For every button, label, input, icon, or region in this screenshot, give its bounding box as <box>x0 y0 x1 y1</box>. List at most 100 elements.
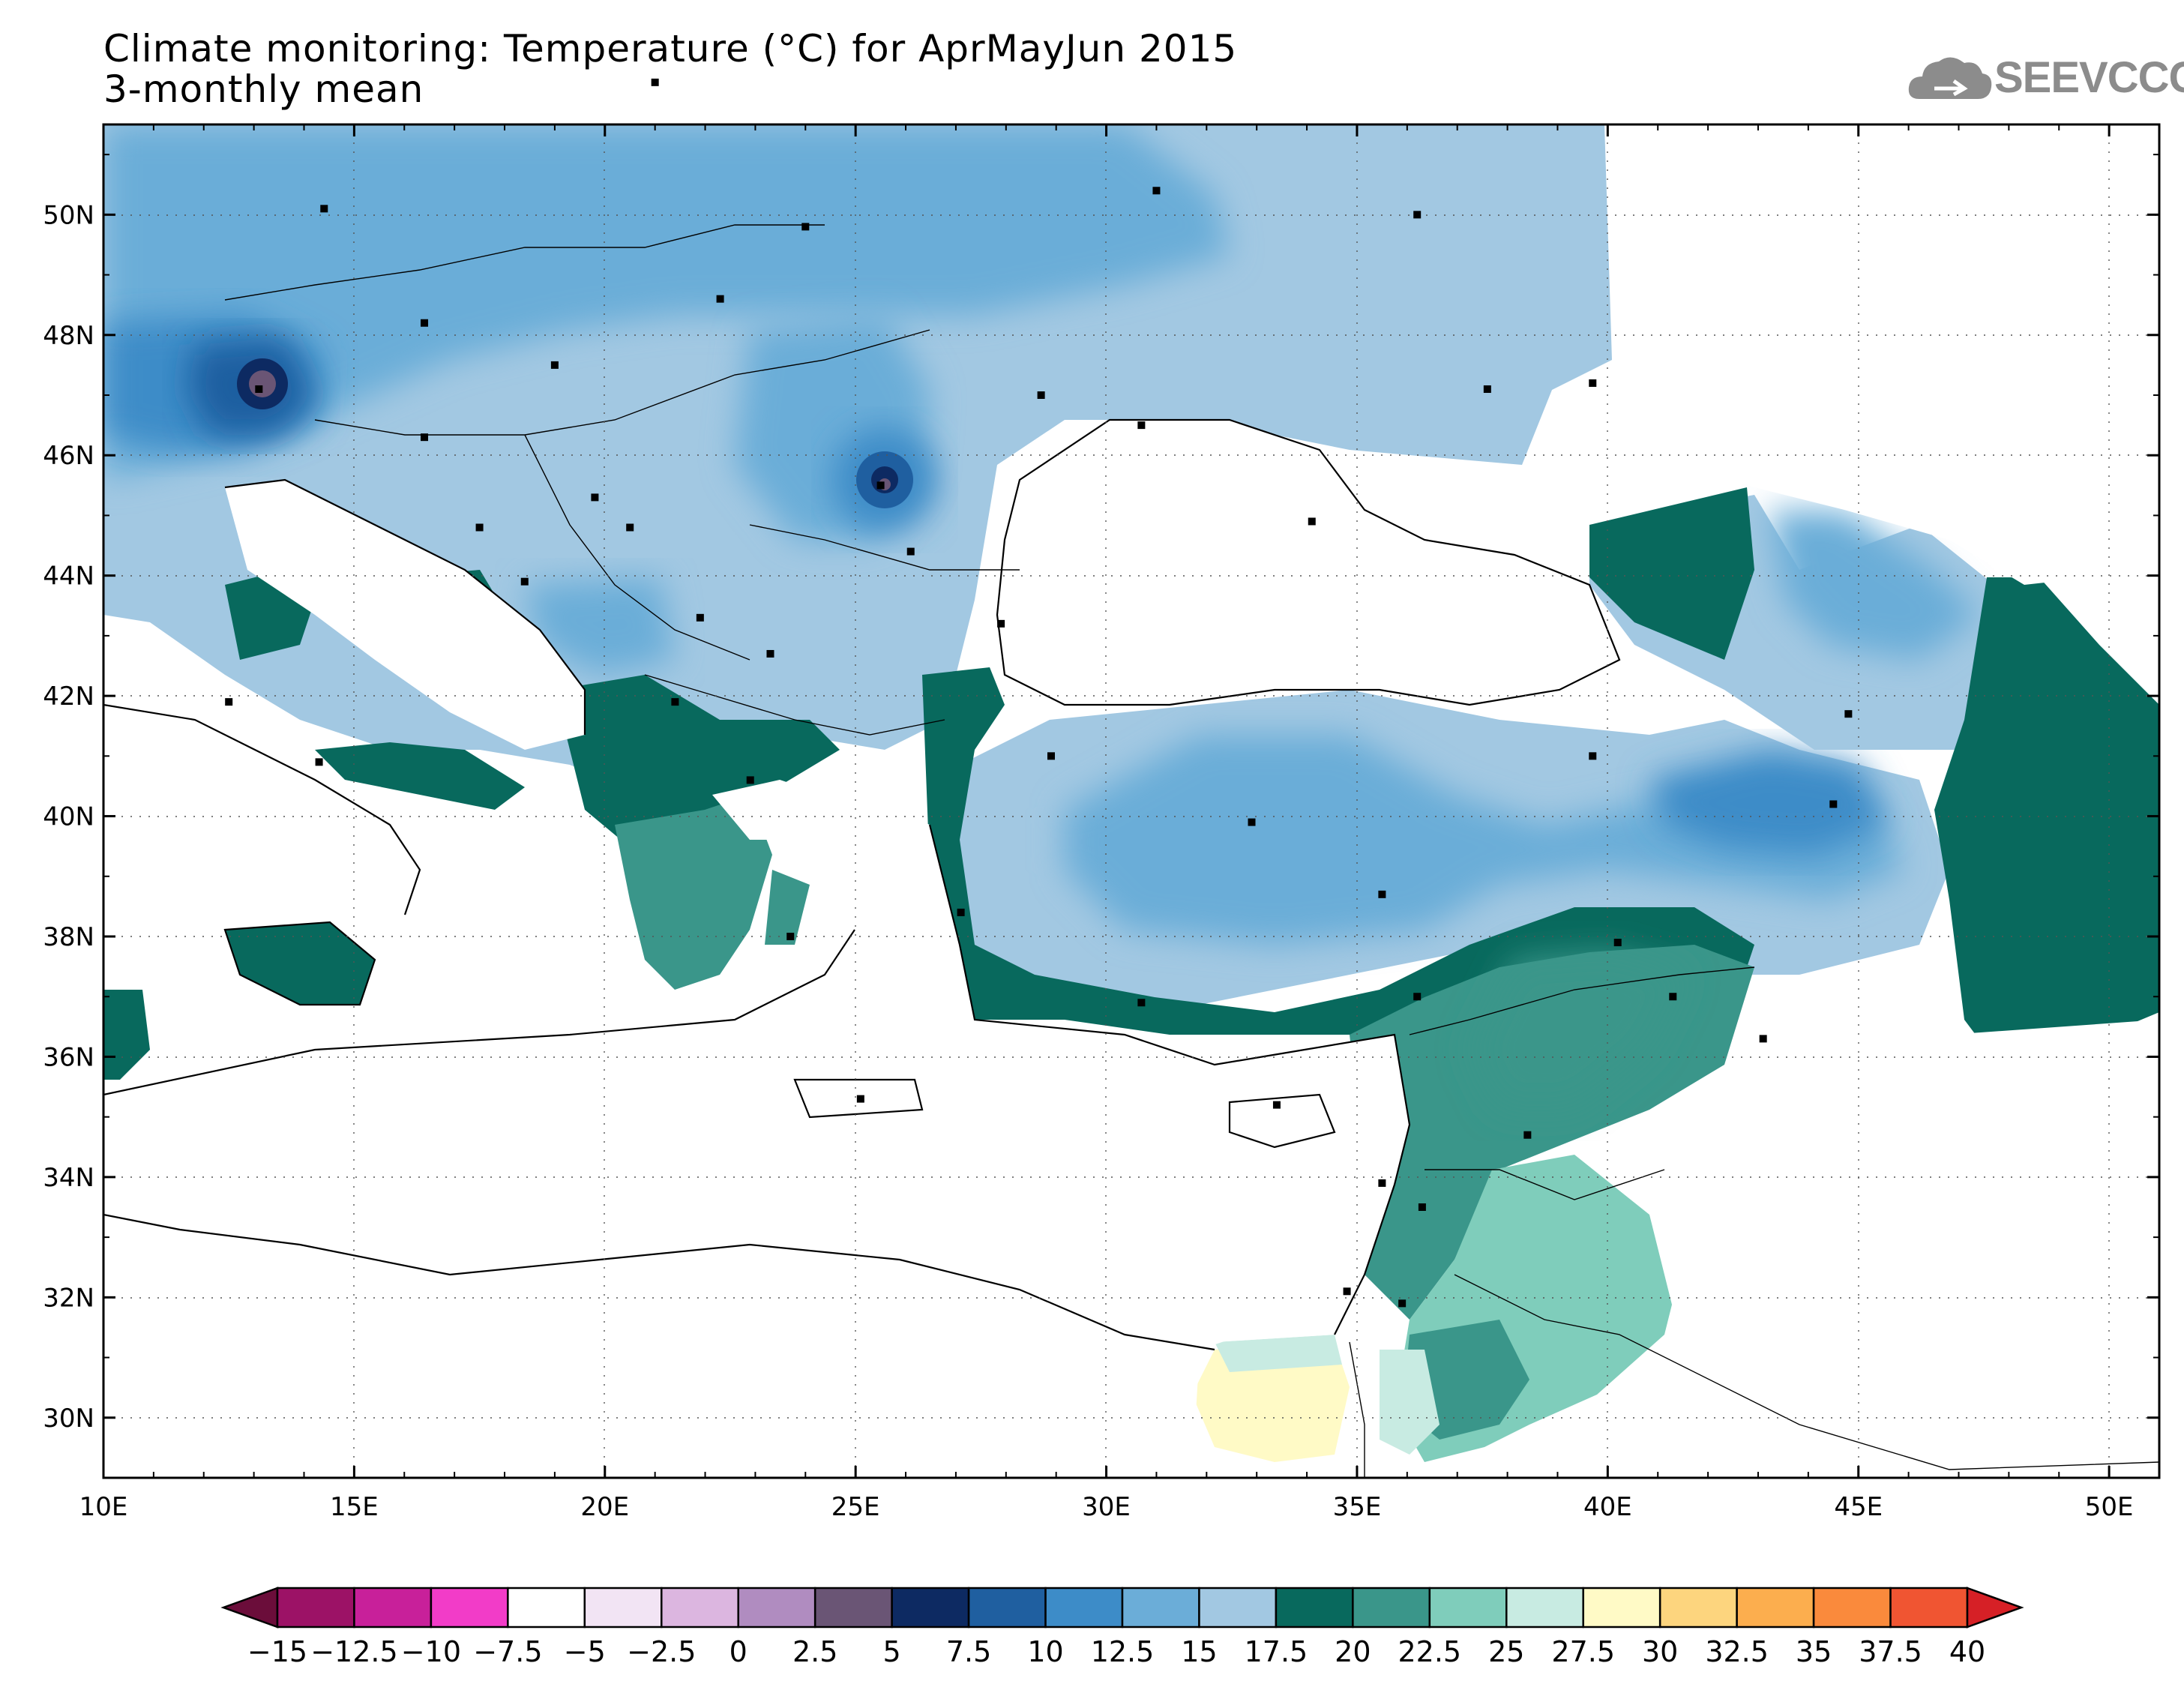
colorbar-box <box>353 1587 433 1629</box>
station-marker <box>421 319 429 327</box>
station-marker <box>1418 1203 1426 1211</box>
y-tick-label: 42N <box>43 682 94 712</box>
station-marker <box>766 649 774 658</box>
station-marker <box>671 698 679 706</box>
colorbar-label: 5 <box>883 1635 901 1668</box>
station-marker <box>876 481 885 490</box>
x-tick-label: 15E <box>330 1492 379 1522</box>
colorbar-box <box>737 1587 816 1629</box>
logo-text: SEEVCCC <box>1994 53 2184 102</box>
map-frame <box>102 123 2161 1479</box>
station-marker <box>315 758 323 766</box>
colorbar-label: −12.5 <box>310 1635 397 1668</box>
colorbar-box <box>1428 1587 1508 1629</box>
station-marker <box>1152 187 1161 195</box>
station-marker <box>225 698 233 706</box>
colorbar-box <box>967 1587 1047 1629</box>
colorbar-box <box>1658 1587 1738 1629</box>
colorbar-box <box>276 1587 355 1629</box>
station-marker <box>255 385 263 393</box>
colorbar-label: 22.5 <box>1398 1635 1462 1668</box>
colorbar-label: 12.5 <box>1091 1635 1155 1668</box>
station-marker <box>716 295 724 303</box>
station-marker <box>957 908 965 916</box>
colorbar-box <box>1352 1587 1431 1629</box>
station-marker <box>1248 818 1256 826</box>
y-tick-label: 50N <box>43 200 94 230</box>
colorbar-box <box>1198 1587 1278 1629</box>
colorbar-box <box>1889 1587 1969 1629</box>
chart-title: Climate monitoring: Temperature (°C) for… <box>103 27 1238 70</box>
colorbar-box <box>891 1587 970 1629</box>
colorbar-box <box>661 1587 739 1629</box>
gridlines <box>103 124 2159 1478</box>
colorbar-label: 0 <box>729 1635 747 1668</box>
station-marker <box>626 523 634 532</box>
colorbar-label: 32.5 <box>1705 1635 1769 1668</box>
station-marker <box>1137 999 1146 1007</box>
station-marker <box>997 619 1005 628</box>
station-marker <box>856 1095 864 1103</box>
sea-mask <box>103 124 2159 1478</box>
y-tick-label: 48N <box>43 321 94 351</box>
station-marker <box>591 493 599 502</box>
y-tick-label: 30N <box>43 1404 94 1434</box>
y-tick-label: 36N <box>43 1042 94 1072</box>
colorbar: −15 −12.5 −10 −7.5 −5 −2.5 0 2.5 5 7.5 10 12.5 15 17.… <box>220 1587 2024 1668</box>
colorbar-label: 37.5 <box>1859 1635 1922 1668</box>
station-marker <box>651 78 659 86</box>
colorbar-label: −2.5 <box>627 1635 696 1668</box>
station-marker <box>1272 1101 1281 1109</box>
station-marker <box>1413 211 1422 219</box>
y-tick-label: 38N <box>43 922 94 952</box>
station-marker <box>1589 752 1597 760</box>
x-tick-label: 10E <box>79 1492 128 1522</box>
station-marker <box>801 223 810 231</box>
station-marker <box>550 361 559 369</box>
colorbar-box <box>1736 1587 1815 1629</box>
colorbar-label: 17.5 <box>1245 1635 1308 1668</box>
station-marker <box>1378 890 1386 898</box>
station-marker <box>786 933 795 940</box>
colorbar-box <box>1121 1587 1200 1629</box>
colorbar-label: 7.5 <box>946 1635 991 1668</box>
cloud-logo-icon <box>1908 57 1992 99</box>
colorbar-high-arrow <box>1966 1587 2024 1629</box>
station-marker <box>1398 1299 1407 1308</box>
station-marker <box>320 205 328 213</box>
colorbar-box <box>1044 1587 1124 1629</box>
station-marker <box>1483 385 1491 393</box>
colorbar-box <box>1275 1587 1354 1629</box>
colorbar-box <box>1812 1587 1892 1629</box>
colorbar-label: 25 <box>1488 1635 1524 1668</box>
station-marker <box>1378 1179 1386 1187</box>
station-marker <box>1613 939 1622 947</box>
station-marker <box>520 577 529 586</box>
station-marker <box>696 613 704 622</box>
y-tick-label: 32N <box>43 1283 94 1313</box>
y-tick-label: 46N <box>43 441 94 471</box>
colorbar-low-arrow <box>220 1587 279 1629</box>
colorbar-box <box>430 1587 509 1629</box>
station-markers <box>225 78 1853 1308</box>
station-marker <box>746 776 754 784</box>
colorbar-label: 40 <box>1949 1635 1985 1668</box>
station-marker <box>1037 391 1045 399</box>
x-tick-label: 20E <box>580 1492 629 1522</box>
colorbar-box <box>507 1587 586 1629</box>
y-tick-label: 34N <box>43 1163 94 1193</box>
station-marker <box>1844 710 1853 718</box>
x-tick-label: 30E <box>1082 1492 1131 1522</box>
y-axis: 30N 32N 34N 36N 38N 40N 42N 44N 46N 48N 50N <box>43 154 2159 1479</box>
colorbar-box <box>1582 1587 1661 1629</box>
x-axis: 10E 15E 20E 25E 30E 35E 40E 45E 50E <box>79 124 2160 1522</box>
coastlines <box>103 418 1621 1351</box>
colorbar-label: 2.5 <box>792 1635 837 1668</box>
station-marker <box>1523 1131 1532 1139</box>
colorbar-box <box>583 1587 663 1629</box>
colorbar-label: −7.5 <box>473 1635 542 1668</box>
colorbar-label: 35 <box>1796 1635 1832 1668</box>
station-marker <box>1589 379 1597 387</box>
x-tick-label: 35E <box>1333 1492 1382 1522</box>
